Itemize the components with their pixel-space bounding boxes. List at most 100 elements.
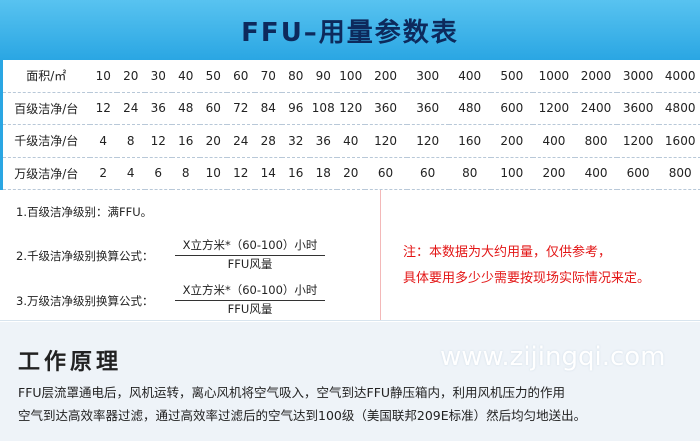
cell: 16: [172, 124, 200, 158]
cell: 1000: [532, 60, 575, 93]
cell: 200: [364, 60, 407, 93]
cell: 36: [144, 92, 172, 125]
cell: 24: [227, 124, 255, 158]
cell: 16: [282, 157, 310, 190]
cell: 1600: [659, 124, 700, 158]
cell: 36: [309, 124, 337, 158]
row-header: 百级洁净/台: [0, 92, 90, 125]
cell: 30: [144, 60, 172, 93]
table-row: 千级洁净/台 4 8 12 16 20 24 28 32 36 40 120 120 160 200 400 8…: [0, 124, 700, 158]
cell: 1200: [617, 124, 660, 158]
paragraph-line: FFU层流罩通电后，风机运转，离心风机将空气吸入，空气到达FFU静压箱内，利用风…: [18, 385, 566, 400]
cell: 40: [337, 124, 365, 158]
cell: 20: [117, 60, 145, 93]
row-header: 面积/㎡: [0, 60, 90, 93]
cell: 3000: [617, 60, 660, 93]
cell: 400: [532, 124, 575, 158]
cell: 108: [309, 92, 337, 125]
row-header: 千级洁净/台: [0, 124, 90, 158]
cell: 14: [254, 157, 282, 190]
cell: 32: [282, 124, 310, 158]
remark-line: 注：本数据为大约用量，仅供参考，: [403, 245, 612, 260]
table-row: 万级洁净/台 2 4 6 8 10 12 14 16 18 20 60 60 80 100 200 400 600…: [0, 157, 700, 190]
cell: 4800: [659, 92, 700, 125]
cell: 20: [337, 157, 365, 190]
table-row: 面积/㎡ 10 20 30 40 50 60 70 80 90 100 200 300 400 500 100…: [0, 60, 700, 93]
cell: 4: [89, 124, 117, 158]
cell: 90: [309, 60, 337, 93]
note: 2.千级洁净级别换算公式：: [16, 249, 154, 263]
cell: 360: [364, 92, 407, 125]
cell: 48: [172, 92, 200, 125]
cell: 400: [574, 157, 618, 190]
title-bar: FFU–用量参数表: [0, 0, 700, 60]
watermark: www.zijingqi.com: [440, 342, 666, 372]
denominator: FFU风量: [227, 257, 273, 271]
cell: 500: [490, 60, 533, 93]
cell: 800: [659, 157, 700, 190]
denominator: FFU风量: [227, 302, 273, 316]
cell: 60: [364, 157, 407, 190]
cell: 4: [117, 157, 145, 190]
cell: 60: [199, 92, 227, 125]
principle-section: 工作原理 www.zijingqi.com FFU层流罩通电后，风机运转，离心风…: [0, 322, 700, 441]
formula-notes: 1.百级洁净级别：满FFU。 2.千级洁净级别换算公式： X立方米*（60-10…: [0, 190, 381, 320]
cell: 360: [406, 92, 449, 125]
cell: 18: [309, 157, 337, 190]
cell: 160: [448, 124, 491, 158]
cell: 24: [117, 92, 145, 125]
cell: 40: [172, 60, 200, 93]
cell: 1200: [532, 92, 575, 125]
cell: 300: [406, 60, 449, 93]
cell: 120: [364, 124, 407, 158]
remark: 注：本数据为大约用量，仅供参考， 具体要用多少少需要按现场实际情况来定。: [381, 190, 700, 320]
cell: 84: [254, 92, 282, 125]
cell: 8: [117, 124, 145, 158]
cell: 12: [227, 157, 255, 190]
cell: 4000: [659, 60, 700, 93]
cell: 600: [490, 92, 533, 125]
formula: X立方米*（60-100）小时 FFU风量: [175, 282, 325, 317]
cell: 120: [406, 124, 449, 158]
cell: 20: [199, 124, 227, 158]
cell: 60: [406, 157, 449, 190]
numerator: X立方米*（60-100）小时: [175, 237, 325, 256]
table: 面积/㎡ 10 20 30 40 50 60 70 80 90 100 200 300 400 500 100…: [0, 60, 700, 190]
note: 3.万级洁净级别换算公式：: [16, 294, 154, 308]
cell: 8: [172, 157, 200, 190]
cell: 120: [337, 92, 365, 125]
cell: 10: [89, 60, 117, 93]
cell: 70: [254, 60, 282, 93]
cell: 2000: [574, 60, 618, 93]
cell: 60: [227, 60, 255, 93]
title: FFU–用量参数表: [241, 17, 459, 48]
cell: 72: [227, 92, 255, 125]
cell: 6: [144, 157, 172, 190]
cell: 800: [574, 124, 618, 158]
cell: 80: [282, 60, 310, 93]
table-row: 百级洁净/台 12 24 36 48 60 72 84 96 108 120 360 360 480 600…: [0, 92, 700, 125]
cell: 100: [490, 157, 533, 190]
paragraph-line: 空气到达高效率器过滤，通过高效率过滤后的空气达到100级（美国联邦209E标准）…: [18, 408, 587, 423]
row-header: 万级洁净/台: [0, 157, 90, 190]
cell: 200: [490, 124, 533, 158]
cell: 12: [144, 124, 172, 158]
cell: 400: [448, 60, 491, 93]
cell: 10: [199, 157, 227, 190]
cell: 480: [448, 92, 491, 125]
cell: 50: [199, 60, 227, 93]
cell: 100: [337, 60, 365, 93]
cell: 2: [89, 157, 117, 190]
notes: 1.百级洁净级别：满FFU。 2.千级洁净级别换算公式： X立方米*（60-10…: [0, 190, 700, 321]
cell: 600: [617, 157, 660, 190]
cell: 80: [448, 157, 491, 190]
formula: X立方米*（60-100）小时 FFU风量: [175, 237, 325, 272]
cell: 12: [89, 92, 117, 125]
section-title: 工作原理: [18, 350, 123, 375]
cell: 28: [254, 124, 282, 158]
cell: 200: [532, 157, 575, 190]
remark-line: 具体要用多少少需要按现场实际情况来定。: [403, 271, 651, 286]
note: 1.百级洁净级别：满FFU。: [16, 205, 153, 219]
cell: 96: [282, 92, 310, 125]
